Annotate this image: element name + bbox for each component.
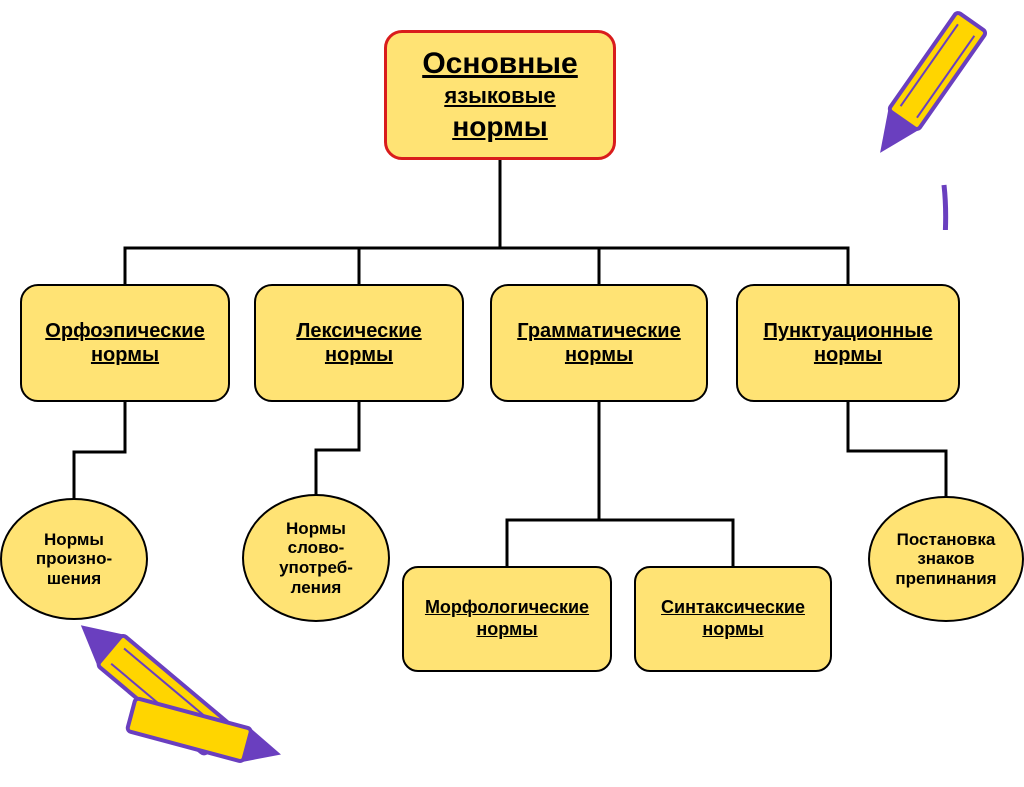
root-node: Основные языковые нормы [384, 30, 616, 160]
leaf-label: Морфологические [425, 597, 589, 619]
ellipse-label: знаков [917, 549, 974, 569]
crayon-bottom-icon [70, 587, 290, 787]
ellipse-label: Нормы [286, 519, 346, 539]
ellipse-label: произно- [36, 549, 112, 569]
ellipse-label: препинания [895, 569, 996, 589]
crayon-top-icon [854, 10, 1024, 230]
root-line2: языковые [444, 83, 555, 109]
mid-label: Лексические [296, 319, 421, 343]
leaf-label: нормы [476, 619, 537, 641]
mid-label: нормы [91, 343, 159, 367]
mid-label: Грамматические [517, 319, 680, 343]
ellipse-label: Нормы [44, 530, 104, 550]
ellipse-label: употреб- [279, 558, 353, 578]
ellipse-label: ления [291, 578, 342, 598]
mid-node-punct: Пунктуационные нормы [736, 284, 960, 402]
root-line1: Основные [422, 47, 577, 81]
mid-label: нормы [325, 343, 393, 367]
leaf-label: нормы [702, 619, 763, 641]
mid-label: нормы [565, 343, 633, 367]
mid-node-orfoep: Орфоэпические нормы [20, 284, 230, 402]
mid-label: Орфоэпические [45, 319, 204, 343]
leaf-label: Синтаксические [661, 597, 805, 619]
root-line3: нормы [452, 111, 547, 143]
ellipse-punctuation: Постановка знаков препинания [868, 496, 1024, 622]
mid-label: нормы [814, 343, 882, 367]
mid-label: Пунктуационные [763, 319, 932, 343]
ellipse-label: шения [47, 569, 101, 589]
mid-node-gram: Грамматические нормы [490, 284, 708, 402]
mid-node-lex: Лексические нормы [254, 284, 464, 402]
ellipse-label: слово- [288, 538, 345, 558]
leaf-node-morph: Морфологические нормы [402, 566, 612, 672]
leaf-node-syntax: Синтаксические нормы [634, 566, 832, 672]
ellipse-label: Постановка [897, 530, 996, 550]
